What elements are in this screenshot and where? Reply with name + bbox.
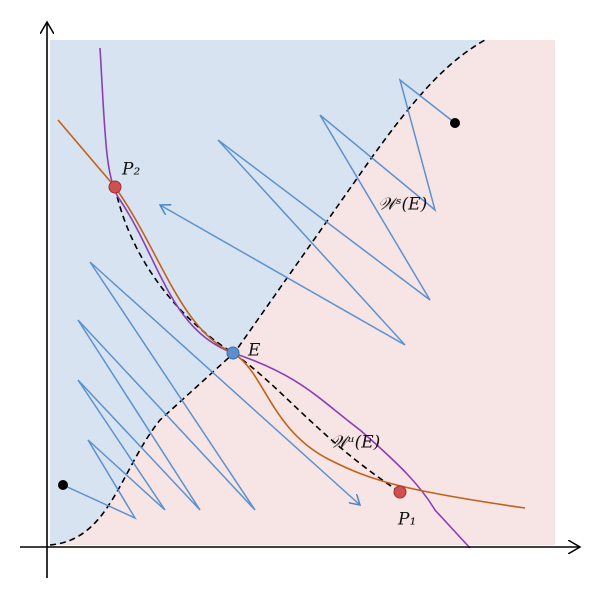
- equilibrium-e: [226, 346, 240, 360]
- start-point: [58, 480, 68, 490]
- label: 𝒲ᵘ(E): [330, 433, 380, 453]
- equilibrium-p2: [108, 180, 122, 194]
- label: P₁: [397, 510, 416, 530]
- trajectory-upper: [160, 78, 456, 346]
- stable-manifold: [49, 39, 486, 546]
- start-point: [450, 118, 460, 128]
- label: E: [247, 341, 261, 361]
- label: 𝒲ˢ(E): [378, 195, 427, 215]
- label: P₂: [121, 160, 140, 180]
- orange-curve: [57, 119, 526, 509]
- equilibrium-p1: [393, 485, 407, 499]
- trajectory-lower: [62, 261, 360, 520]
- stable-region: [50, 40, 485, 545]
